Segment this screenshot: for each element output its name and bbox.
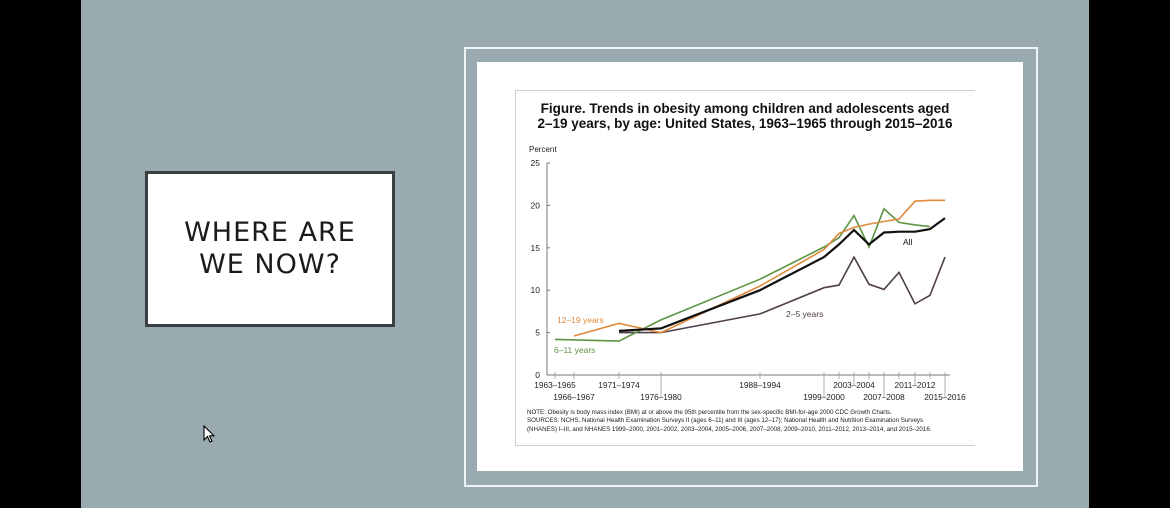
x-tick-label: 1966–1967 bbox=[553, 392, 595, 402]
series-line-12-19-years bbox=[573, 199, 945, 337]
x-tick-label: 2003–2004 bbox=[833, 380, 875, 390]
x-tick-label: 1971–1974 bbox=[598, 380, 640, 390]
chart-axes bbox=[546, 162, 950, 397]
chart-labels: Percent 0 5 10 15 20 25 1963–1965 1971–1974 1988–… bbox=[529, 145, 966, 402]
x-tick-label: 2015–2016 bbox=[924, 392, 966, 402]
figure-frame-outer bbox=[464, 47, 1038, 487]
series-label: 6–11 years bbox=[554, 345, 595, 355]
x-tick-label: 1999–2000 bbox=[803, 392, 845, 402]
chart-lines bbox=[554, 199, 946, 342]
y-tick-label: 20 bbox=[531, 200, 541, 210]
series-label: 2–5 years bbox=[786, 309, 823, 319]
series-label: 12–19 years bbox=[557, 315, 604, 325]
mouse-cursor bbox=[203, 424, 217, 450]
sources-line: (NHANES) I–III, and NHANES 1999–2000, 20… bbox=[527, 425, 932, 433]
sources-line: SOURCES: NCHS, National Health Examinati… bbox=[527, 417, 924, 425]
x-tick-label: 2007–2008 bbox=[863, 392, 905, 402]
series-line-2-5-years bbox=[619, 255, 946, 334]
x-tick-label: 1963–1965 bbox=[534, 380, 576, 390]
figure-panel bbox=[515, 90, 975, 446]
note-line: NOTE: Obesity is body mass index (BMI) a… bbox=[527, 409, 892, 416]
y-axis-label: Percent bbox=[529, 145, 557, 154]
slide-title-box: WHERE ARE WE NOW? bbox=[145, 171, 395, 327]
y-tick-label: 15 bbox=[531, 243, 541, 253]
series-line-6-11-years bbox=[554, 207, 931, 342]
x-tick-label: 2011–2012 bbox=[895, 380, 936, 390]
figure-notes: NOTE: Obesity is body mass index (BMI) a… bbox=[527, 409, 967, 434]
y-tick-label: 25 bbox=[531, 158, 541, 168]
arrow-pointer-icon bbox=[203, 424, 216, 443]
x-tick-label: 1976–1980 bbox=[640, 392, 682, 402]
series-line-all bbox=[618, 217, 946, 332]
x-tick-label: 1988–1994 bbox=[739, 380, 781, 390]
series-label: All bbox=[903, 237, 913, 247]
figure-title: Figure. Trends in obesity among children… bbox=[537, 101, 953, 131]
y-tick-label: 10 bbox=[531, 285, 541, 295]
y-tick-label: 5 bbox=[535, 328, 540, 338]
slide-title: WHERE ARE WE NOW? bbox=[184, 217, 356, 280]
y-tick-label: 0 bbox=[535, 370, 540, 380]
